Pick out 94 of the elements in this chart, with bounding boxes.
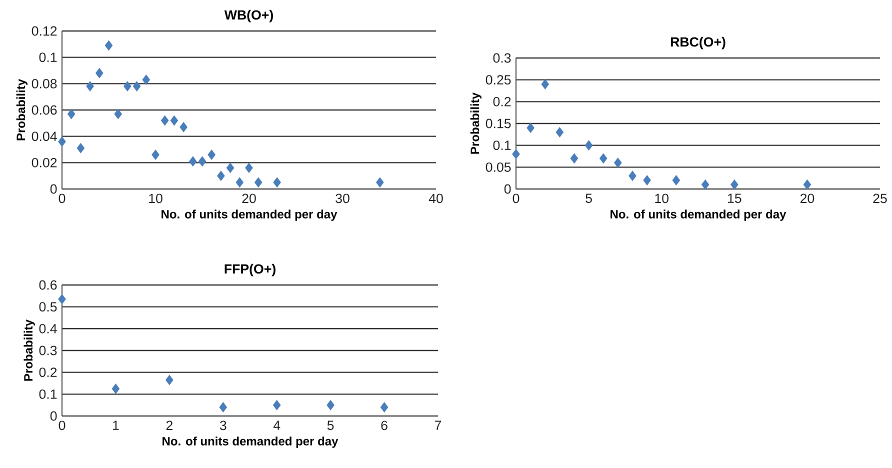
point xyxy=(701,180,710,190)
x-tick-label: 6 xyxy=(381,420,388,430)
x-tick-label: 40 xyxy=(428,194,443,204)
point xyxy=(198,156,206,166)
y-tick-label: 0.6 xyxy=(39,280,57,290)
point xyxy=(114,108,122,120)
y-tick-label: 0.15 xyxy=(486,118,511,128)
chart-title: FFP(O+) xyxy=(224,264,276,276)
y-tick-label: 0.06 xyxy=(32,105,57,115)
point xyxy=(570,153,578,164)
y-tick-label: 0.4 xyxy=(39,324,57,334)
point xyxy=(219,402,228,412)
point xyxy=(112,384,120,394)
x-tick-label: 3 xyxy=(220,420,226,430)
point xyxy=(67,108,76,120)
y-tick-label: 0.04 xyxy=(32,132,57,142)
y-tick-label: 0.2 xyxy=(39,368,57,378)
point xyxy=(76,143,85,154)
y-tick-label: 0.2 xyxy=(493,96,511,106)
point xyxy=(142,74,150,85)
x-tick-label: 1 xyxy=(113,420,119,430)
point xyxy=(226,162,234,174)
x-axis-title: No. of units demanded per day xyxy=(162,436,338,448)
point xyxy=(556,127,564,138)
y-tick-label: 0.05 xyxy=(486,162,511,172)
chart-title: RBC(O+) xyxy=(670,36,726,50)
x-tick-label: 20 xyxy=(800,194,814,204)
point xyxy=(273,177,281,188)
x-tick-label: 5 xyxy=(586,194,592,204)
chart-title: WB(O+) xyxy=(224,10,273,22)
y-axis-title: Probability xyxy=(16,79,28,140)
point xyxy=(58,294,66,304)
x-tick-label: 4 xyxy=(273,420,280,430)
point xyxy=(380,402,388,412)
point xyxy=(376,177,384,188)
point xyxy=(189,156,197,166)
point xyxy=(541,79,549,90)
point xyxy=(208,150,216,160)
y-tick-label: 0.02 xyxy=(32,158,57,168)
point xyxy=(160,115,169,126)
point xyxy=(152,150,160,160)
x-tick-label: 0 xyxy=(58,194,66,204)
point xyxy=(614,158,622,168)
x-tick-label: 10 xyxy=(655,194,669,204)
point xyxy=(166,374,174,386)
x-tick-label: 20 xyxy=(242,194,256,204)
x-tick-label: 30 xyxy=(336,194,350,204)
y-tick-label: 0.1 xyxy=(493,140,511,150)
point xyxy=(672,175,680,186)
point xyxy=(254,177,262,188)
point xyxy=(245,162,253,174)
y-tick-label: 0.1 xyxy=(39,52,57,62)
point xyxy=(584,140,593,150)
y-tick-label: 0 xyxy=(50,411,57,421)
point xyxy=(132,81,141,92)
x-tick-label: 0 xyxy=(512,194,520,204)
point xyxy=(326,400,334,410)
point xyxy=(180,122,188,132)
y-tick-label: 0.3 xyxy=(493,53,511,63)
x-tick-label: 25 xyxy=(873,194,887,204)
point xyxy=(272,400,281,410)
point xyxy=(599,153,608,164)
y-tick-label: 0 xyxy=(504,184,511,194)
point xyxy=(96,68,104,78)
x-axis-title: No. of units demanded per day xyxy=(162,210,338,221)
point xyxy=(58,136,66,147)
y-tick-label: 0.08 xyxy=(32,78,57,88)
y-axis-title: Probability xyxy=(24,320,35,381)
y-tick-label: 0.12 xyxy=(32,26,57,36)
point xyxy=(526,122,534,133)
point xyxy=(170,115,178,126)
point xyxy=(217,170,225,181)
point xyxy=(628,170,636,181)
point xyxy=(803,180,812,190)
x-tick-label: 0 xyxy=(58,420,66,430)
point xyxy=(236,177,244,188)
x-tick-label: 2 xyxy=(166,420,172,430)
x-tick-label: 10 xyxy=(149,194,162,204)
point xyxy=(730,180,738,190)
y-tick-label: 0.3 xyxy=(39,346,57,356)
y-tick-label: 0.5 xyxy=(39,302,57,312)
point xyxy=(512,148,520,160)
y-tick-label: 0.1 xyxy=(39,389,57,399)
point xyxy=(643,175,651,186)
point xyxy=(104,40,113,51)
x-axis-title: No. of units demanded per day xyxy=(610,210,786,221)
point xyxy=(86,81,94,92)
y-axis-title: Probability xyxy=(470,92,482,154)
y-tick-label: 0.25 xyxy=(486,75,511,85)
point xyxy=(124,81,132,92)
x-tick-label: 7 xyxy=(434,420,442,430)
x-tick-label: 5 xyxy=(327,420,334,430)
x-tick-label: 15 xyxy=(728,194,742,204)
y-tick-label: 0 xyxy=(50,184,57,194)
